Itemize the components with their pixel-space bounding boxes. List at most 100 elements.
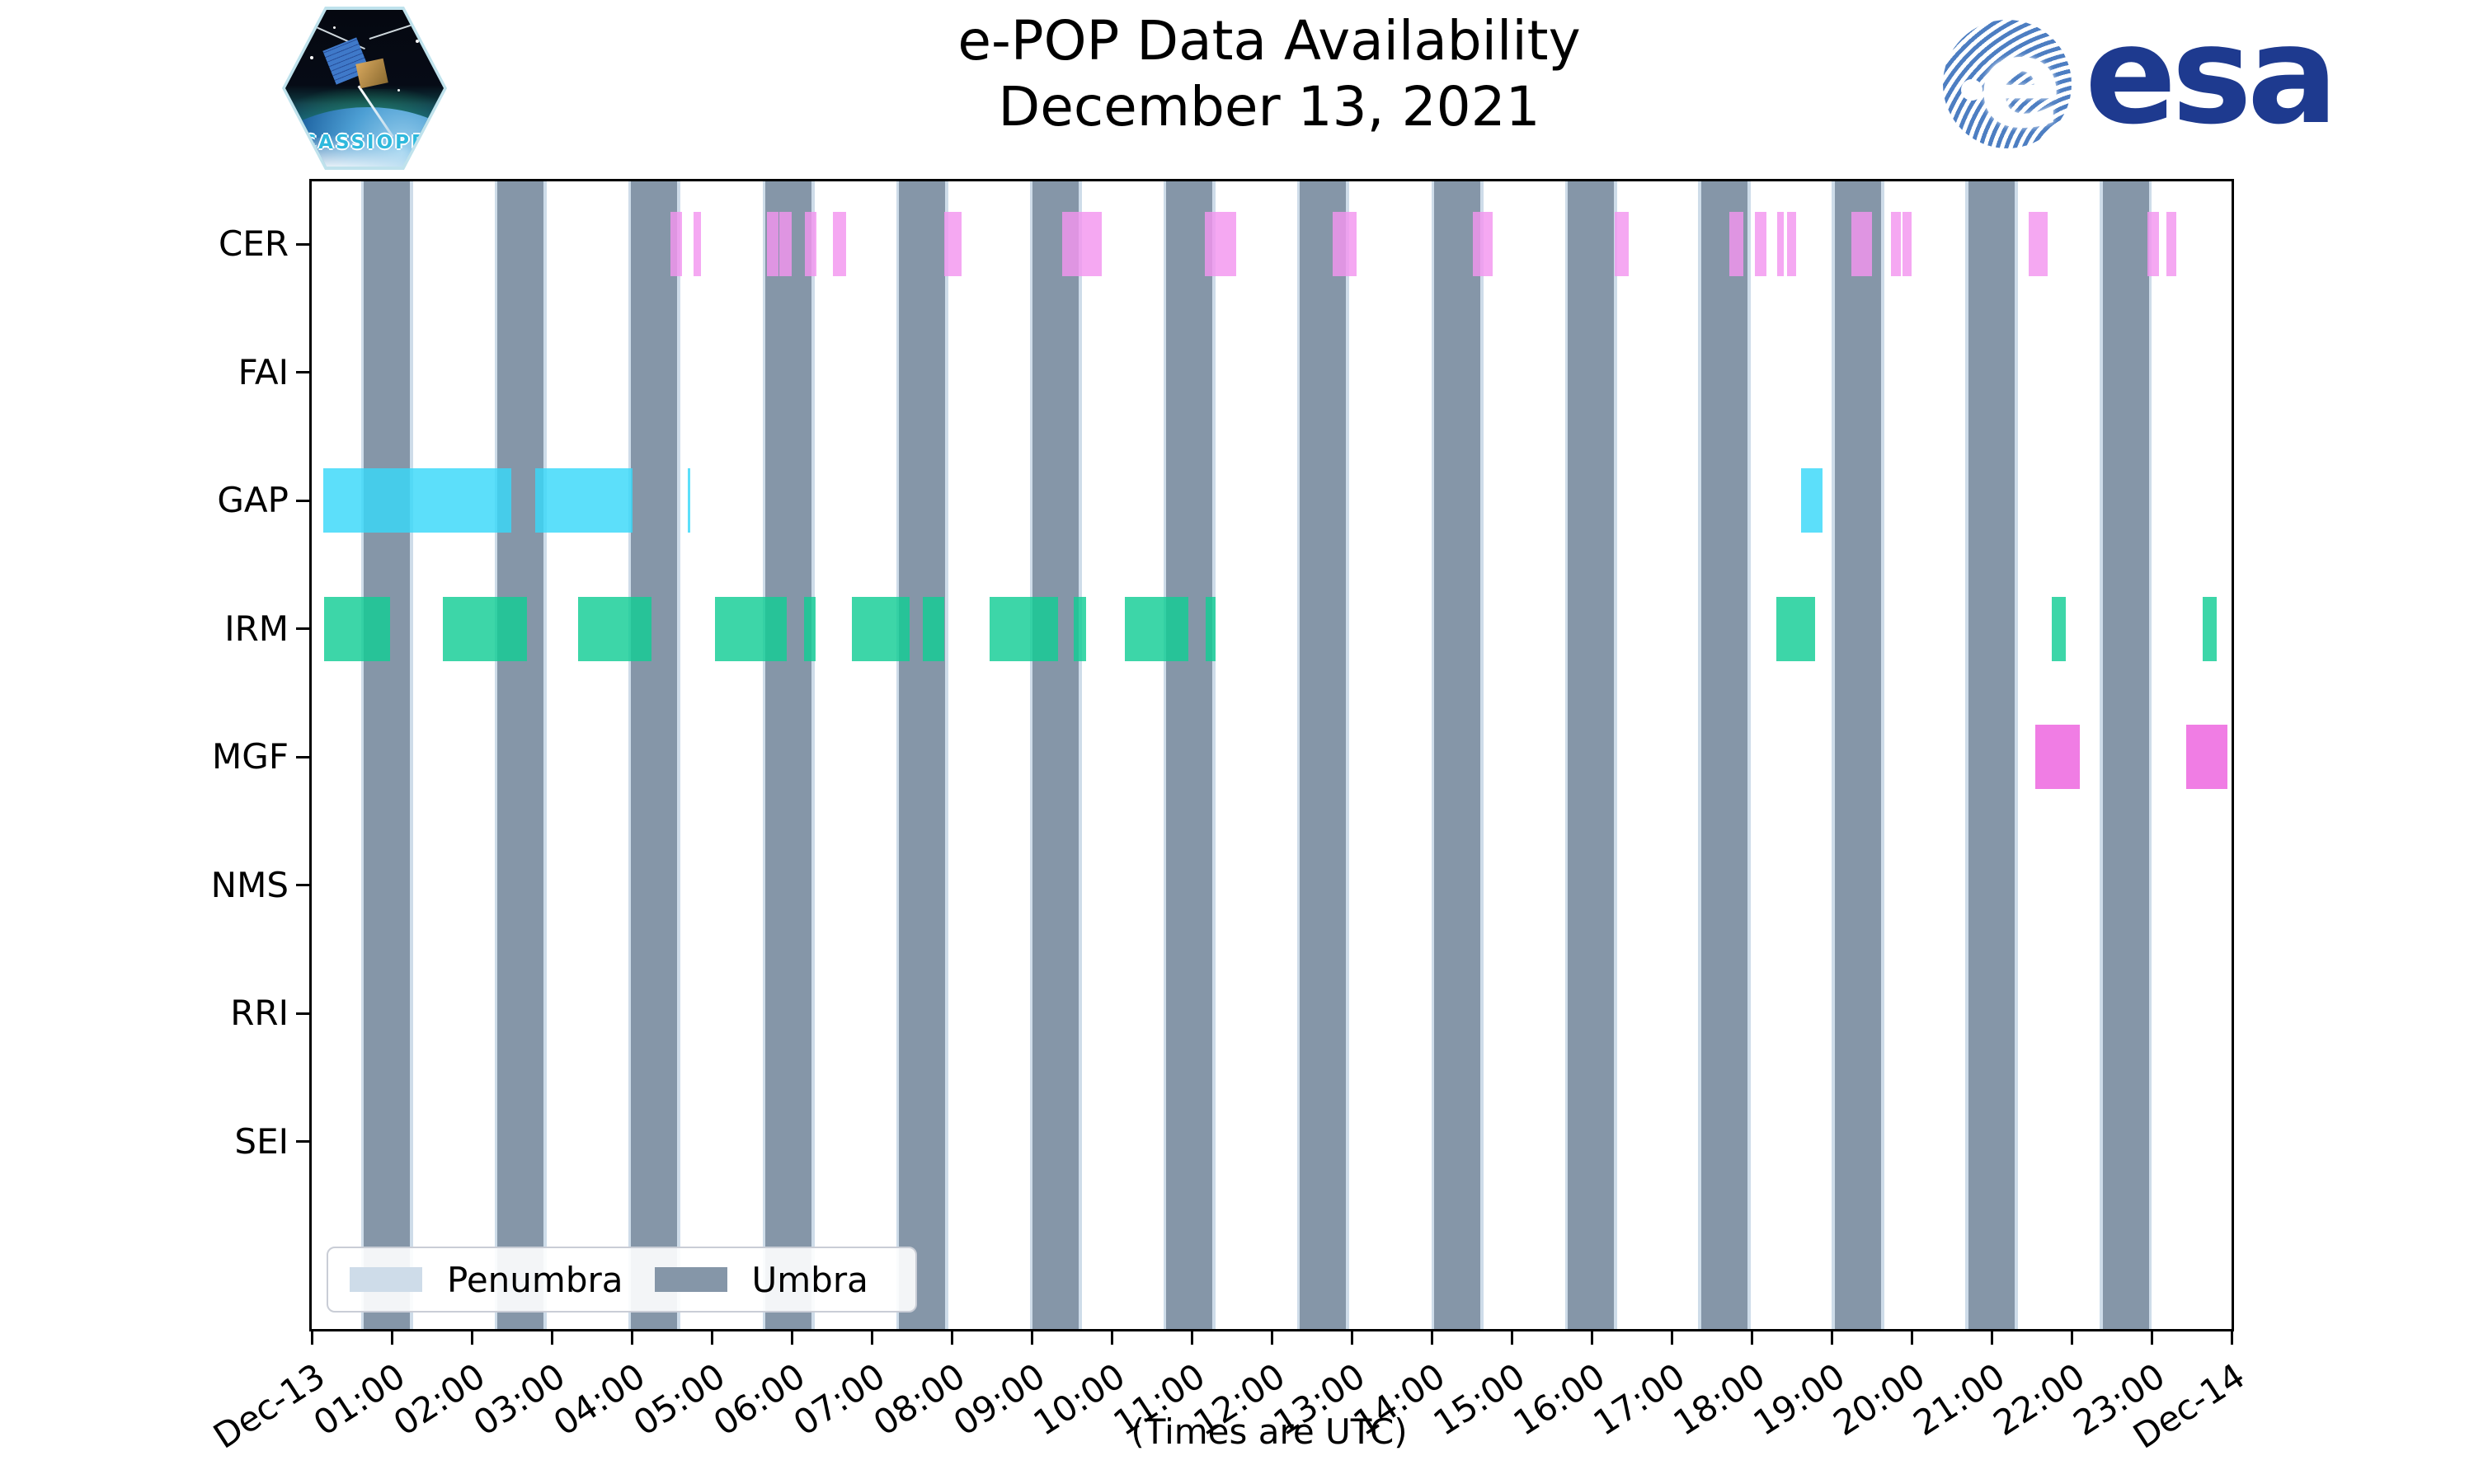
- irm-availability-bar: [1206, 596, 1216, 661]
- legend: Penumbra Umbra: [327, 1247, 917, 1313]
- x-axis-tick: [2150, 1329, 2153, 1345]
- y-axis-tick: [296, 499, 312, 502]
- x-axis-tick: [2070, 1329, 2073, 1345]
- irm-availability-bar: [851, 596, 910, 661]
- umbra-band: [1700, 181, 1748, 1329]
- cer-availability-bar: [2147, 212, 2159, 276]
- x-axis-tick: [710, 1329, 713, 1345]
- umbra-swatch-icon: [654, 1267, 727, 1292]
- y-axis-tick: [296, 884, 312, 886]
- umbra-band: [1834, 181, 1882, 1329]
- umbra-band: [1165, 181, 1213, 1329]
- esa-globe-dot-icon: [1961, 79, 1982, 101]
- chart-subtitle: December 13, 2021: [998, 75, 1540, 139]
- x-axis-tick: [550, 1329, 553, 1345]
- umbra-band: [898, 181, 946, 1329]
- x-axis-tick: [1670, 1329, 1673, 1345]
- gap-availability-bar: [1801, 468, 1823, 533]
- gap-availability-bar: [687, 468, 690, 533]
- y-axis-label-irm: IRM: [224, 608, 289, 649]
- x-axis-tick: [1350, 1329, 1353, 1345]
- x-axis-tick: [790, 1329, 793, 1345]
- star-icon: [333, 26, 336, 29]
- y-axis-label-mgf: MGF: [212, 736, 289, 777]
- x-axis-tick: [950, 1329, 953, 1345]
- umbra-band: [1299, 181, 1347, 1329]
- irm-availability-bar: [714, 596, 788, 661]
- cer-availability-bar: [779, 212, 792, 276]
- x-axis-tick: [1510, 1329, 1513, 1345]
- y-axis-label-cer: CER: [218, 223, 289, 264]
- irm-availability-bar: [578, 596, 652, 661]
- irm-availability-bar: [443, 596, 527, 661]
- x-axis-tick: [2230, 1329, 2233, 1345]
- umbra-band: [631, 181, 678, 1329]
- irm-availability-bar: [2051, 596, 2067, 661]
- cer-availability-bar: [1204, 212, 1237, 276]
- star-icon: [310, 56, 313, 59]
- umbra-band: [1968, 181, 2015, 1329]
- irm-availability-bar: [1074, 596, 1086, 661]
- x-axis-footnote: (Times are UTC): [1131, 1411, 1408, 1452]
- cer-availability-bar: [2166, 212, 2177, 276]
- cer-availability-bar: [1729, 212, 1744, 276]
- umbra-band: [497, 181, 544, 1329]
- chart-title: e-POP Data Availability: [957, 9, 1581, 73]
- x-axis-tick: [870, 1329, 873, 1345]
- esa-globe-icon: e: [1943, 20, 2072, 148]
- chart-title-block: e-POP Data Availability December 13, 202…: [309, 8, 2229, 140]
- y-axis-tick: [296, 1140, 312, 1143]
- mgf-availability-bar: [2185, 725, 2228, 789]
- umbra-band: [1433, 181, 1481, 1329]
- x-axis-tick: [1910, 1329, 1913, 1345]
- x-axis-tick: [630, 1329, 633, 1345]
- y-axis-tick: [296, 755, 312, 758]
- mgf-availability-bar: [2035, 725, 2080, 789]
- x-axis-tick: [1110, 1329, 1113, 1345]
- umbra-band: [764, 181, 812, 1329]
- x-axis-tick: [1830, 1329, 1833, 1345]
- umbra-band: [1032, 181, 1079, 1329]
- legend-entry-umbra: Umbra: [654, 1259, 868, 1300]
- irm-availability-bar: [1124, 596, 1189, 661]
- cer-availability-bar: [1903, 212, 1912, 276]
- irm-availability-bar: [2203, 596, 2217, 661]
- esa-logo: e esa: [1943, 0, 2454, 157]
- cer-availability-bar: [1473, 212, 1493, 276]
- legend-label-umbra: Umbra: [751, 1259, 868, 1300]
- cer-availability-bar: [1061, 212, 1103, 276]
- x-axis-tick: [310, 1329, 313, 1345]
- y-axis-label-nms: NMS: [210, 864, 289, 905]
- y-axis-label-rri: RRI: [230, 993, 289, 1033]
- y-axis-label-sei: SEI: [234, 1120, 289, 1162]
- irm-availability-bar: [1776, 596, 1815, 661]
- penumbra-swatch-icon: [350, 1267, 422, 1292]
- esa-globe-e-icon: e: [1978, 20, 2062, 148]
- y-axis-tick: [296, 371, 312, 373]
- cer-availability-bar: [804, 212, 817, 276]
- y-axis-tick: [296, 242, 312, 246]
- umbra-band: [1567, 181, 1615, 1329]
- cer-availability-bar: [1890, 212, 1902, 276]
- cer-availability-bar: [1754, 212, 1767, 276]
- x-axis-tick: [1270, 1329, 1273, 1345]
- gap-availability-bar: [534, 468, 633, 533]
- x-axis-tick: [1030, 1329, 1033, 1345]
- cer-availability-bar: [944, 212, 962, 276]
- umbra-band: [2102, 181, 2150, 1329]
- cer-availability-bar: [2028, 212, 2048, 276]
- umbra-band: [364, 181, 411, 1329]
- x-axis-tick: [1430, 1329, 1433, 1345]
- x-axis-tick: [470, 1329, 473, 1345]
- legend-label-penumbra: Penumbra: [447, 1259, 623, 1300]
- y-axis-tick: [296, 627, 312, 630]
- cer-availability-bar: [1332, 212, 1357, 276]
- x-axis-tick: [1190, 1329, 1193, 1345]
- gap-availability-bar: [322, 468, 511, 533]
- y-axis-label-gap: GAP: [217, 480, 289, 520]
- esa-wordmark: esa: [2085, 0, 2339, 154]
- irm-availability-bar: [923, 596, 945, 661]
- legend-entry-penumbra: Penumbra: [350, 1260, 623, 1300]
- y-axis-label-fai: FAI: [238, 351, 289, 392]
- y-axis-tick: [296, 1012, 312, 1015]
